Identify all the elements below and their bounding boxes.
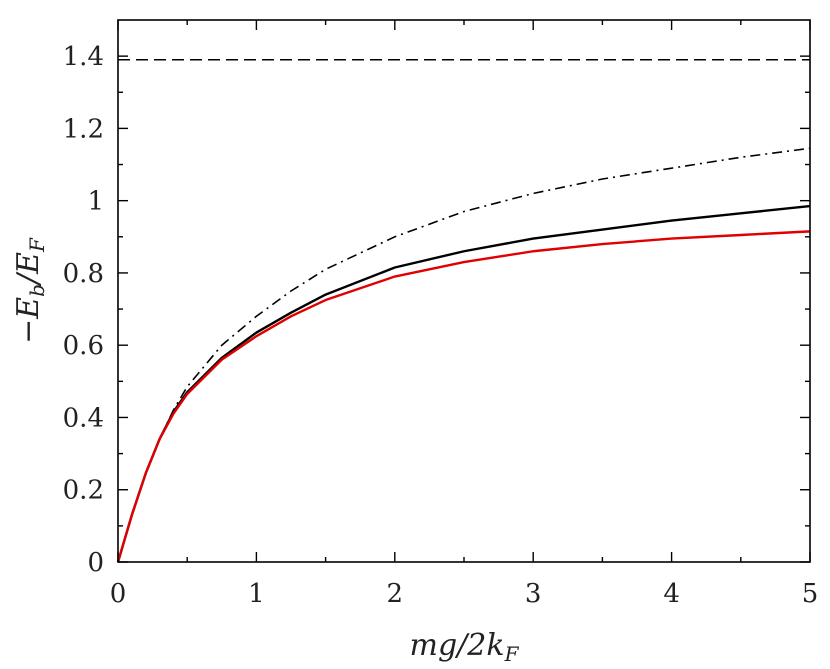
tick-labels: 0 1 2 3 4 5 0 0.2 0.4 0.6 0.8 1 1.2 1.4 [63, 42, 819, 609]
x-tick-label: 1 [248, 579, 265, 609]
y-axis-label: −Eb/EF [11, 237, 49, 344]
series-line-3 [116, 204, 811, 563]
x-axis-label: mg/2kF [410, 628, 520, 666]
y-tick-label: 0.6 [63, 331, 104, 361]
x-tick-label: 0 [110, 579, 127, 609]
series-line-2 [117, 147, 811, 563]
plot-frame [117, 19, 811, 563]
y-tick-label: 1.4 [63, 42, 104, 72]
y-tick-label: 0.8 [63, 259, 104, 289]
x-tick-label: 5 [802, 579, 819, 609]
y-tick-label: 0 [87, 548, 104, 578]
y-tick-label: 0.4 [63, 403, 104, 433]
series-line-4 [116, 230, 811, 563]
x-tick-label: 2 [387, 579, 404, 609]
x-tick-label: 3 [525, 579, 542, 609]
x-tick-label: 4 [663, 579, 680, 609]
data-layer [116, 58, 811, 563]
y-tick-label: 1 [87, 187, 104, 217]
axis-ticks [117, 20, 811, 563]
y-tick-label: 1.2 [63, 114, 104, 144]
y-tick-label: 0.2 [63, 476, 104, 506]
